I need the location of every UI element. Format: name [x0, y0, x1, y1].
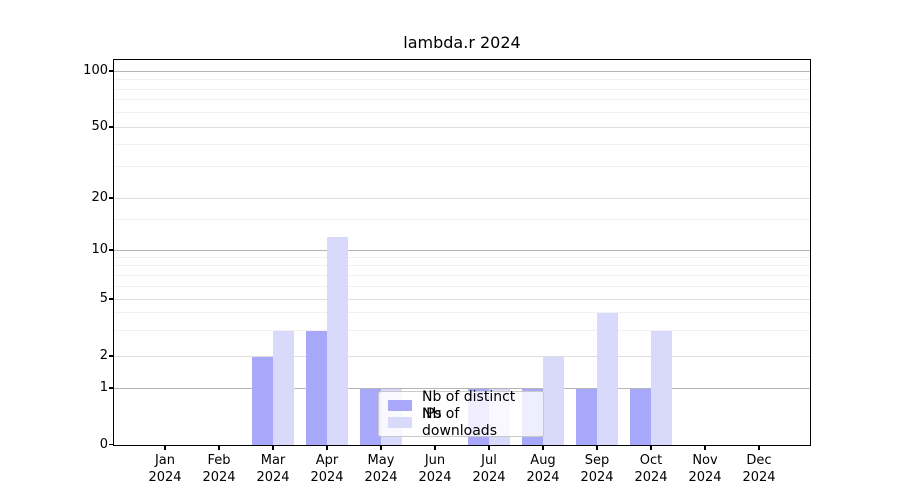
y-tick-mark — [109, 298, 114, 300]
x-tick-mark — [380, 446, 382, 450]
x-tick-label: May 2024 — [364, 453, 398, 485]
y-tick-label: 100 — [83, 63, 108, 78]
x-tick-mark — [218, 446, 220, 450]
x-tick-label: Jul 2024 — [472, 453, 506, 485]
x-tick-label: Nov 2024 — [688, 453, 722, 485]
x-tick-mark — [434, 446, 436, 450]
x-tick-mark — [758, 446, 760, 450]
y-tick-label: 20 — [91, 190, 108, 205]
x-tick-label: Mar 2024 — [256, 453, 290, 485]
y-tick-mark — [109, 197, 114, 199]
x-tick-mark — [596, 446, 598, 450]
y-tick-mark — [109, 249, 114, 251]
bar-distinct-ips-may — [359, 388, 381, 445]
y-tick-label: 0 — [99, 436, 108, 452]
y-tick-label: 10 — [91, 242, 108, 257]
gridline-minor — [114, 265, 810, 267]
gridline-minor — [114, 166, 810, 168]
gridline-minor — [114, 99, 810, 101]
y-tick-label: 1 — [99, 380, 108, 395]
x-tick-mark — [650, 446, 652, 450]
bar-distinct-ips-sep — [575, 388, 597, 445]
bar-downloads-mar — [272, 331, 294, 445]
legend-item-distinct-ips: Nb of distinct IPs — [388, 389, 534, 422]
gridline-major — [114, 249, 810, 251]
y-tick-label: 50 — [91, 119, 108, 134]
bar-distinct-ips-apr — [305, 331, 327, 445]
y-tick-mark — [109, 126, 114, 128]
y-tick-mark — [109, 387, 114, 389]
y-tick-mark — [109, 70, 114, 72]
y-tick-mark — [109, 443, 114, 446]
legend-swatch-distinct-ips — [388, 400, 412, 411]
bar-downloads-aug — [542, 356, 564, 445]
legend-item-downloads: Nb of downloads — [388, 406, 534, 439]
gridline-minor — [114, 111, 810, 113]
gridline-major — [114, 197, 810, 199]
bar-downloads-oct — [650, 331, 672, 445]
gridline-major — [114, 70, 810, 72]
x-tick-mark — [704, 446, 706, 450]
gridline-major — [114, 126, 810, 128]
gridline-minor — [114, 274, 810, 276]
y-tick-label: 2 — [99, 348, 108, 363]
gridline-minor — [114, 256, 810, 258]
x-tick-label: Feb 2024 — [202, 453, 236, 485]
x-tick-mark — [272, 446, 274, 450]
legend: Nb of distinct IPs Nb of downloads — [378, 389, 544, 439]
y-tick-label: 5 — [99, 291, 108, 306]
legend-label-distinct-ips: Nb of distinct IPs — [422, 388, 516, 422]
legend-swatch-downloads — [388, 417, 412, 428]
x-tick-label: Apr 2024 — [310, 453, 344, 485]
x-tick-label: Sep 2024 — [580, 453, 614, 485]
x-tick-mark — [488, 446, 490, 450]
x-tick-label: Oct 2024 — [634, 453, 668, 485]
bar-downloads-sep — [596, 313, 618, 445]
gridline-minor — [114, 285, 810, 287]
y-tick-mark — [109, 355, 114, 357]
x-tick-mark — [164, 446, 166, 450]
gridline-major — [114, 387, 810, 389]
x-tick-label: Aug 2024 — [526, 453, 560, 485]
gridline-major — [114, 355, 810, 357]
x-tick-mark — [542, 446, 544, 450]
gridline-minor — [114, 143, 810, 145]
plot-area — [113, 59, 811, 446]
gridline-minor — [114, 312, 810, 314]
gridline-minor — [114, 79, 810, 80]
gridline-minor — [114, 330, 810, 332]
legend-label-downloads: Nb of downloads — [422, 405, 497, 439]
bar-downloads-apr — [326, 236, 348, 445]
x-tick-mark — [326, 446, 328, 450]
chart-title: lambda.r 2024 — [403, 33, 521, 52]
x-tick-label: Dec 2024 — [742, 453, 776, 485]
x-tick-label: Jan 2024 — [148, 453, 182, 485]
bar-distinct-ips-mar — [251, 356, 273, 445]
bar-distinct-ips-oct — [629, 388, 651, 445]
x-tick-label: Jun 2024 — [418, 453, 452, 485]
gridline-minor — [114, 219, 810, 221]
gridline-minor — [114, 88, 810, 90]
gridline-major — [114, 298, 810, 300]
